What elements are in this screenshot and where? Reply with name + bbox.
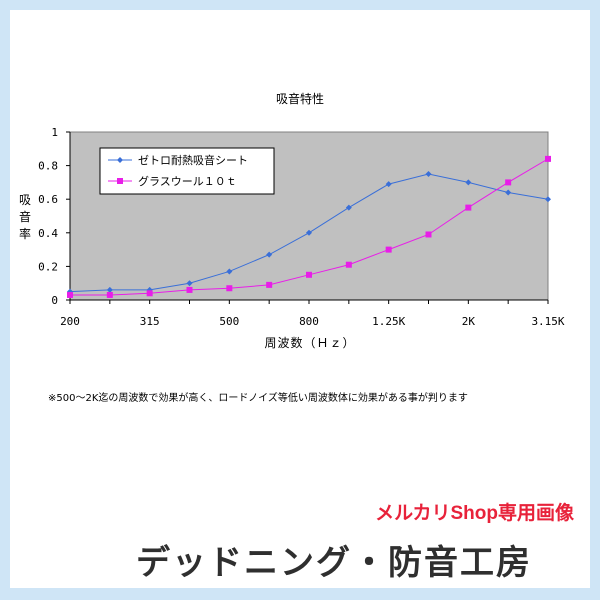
chart-title: 吸音特性	[275, 92, 324, 106]
series-1-point	[345, 204, 352, 211]
chart-note: ※500～2K迄の周波数で効果が高く、ロードノイズ等低い周波数体に効果がある事が…	[48, 393, 468, 404]
series-2-point	[385, 246, 392, 253]
series-2-point	[505, 179, 512, 186]
series-2-point	[545, 155, 551, 162]
y-axis-label-char: 吸	[18, 193, 31, 207]
series-2-point	[266, 281, 273, 288]
series-2-point	[425, 231, 432, 238]
brand-name: デッドニング・防音工房	[136, 543, 532, 583]
x-tick-label: 800	[299, 315, 319, 328]
legend-marker-1	[117, 157, 123, 163]
series-2-point	[67, 291, 73, 298]
series-1-point	[266, 251, 273, 258]
x-axis-label: 周波数（Ｈｚ）	[264, 336, 356, 350]
y-tick-label: 1	[51, 126, 58, 139]
series-1-point	[465, 179, 472, 186]
y-tick-label: 0.6	[38, 193, 58, 206]
x-tick-label: 500	[219, 315, 239, 328]
series-1-point	[425, 171, 432, 177]
y-tick-label: 0.8	[38, 160, 58, 173]
series-1-point	[545, 196, 551, 203]
y-tick-label: 0.2	[38, 260, 58, 273]
x-tick-label: 2K	[462, 315, 476, 328]
y-tick-label: 0.4	[38, 227, 58, 240]
series-1-point	[306, 229, 312, 236]
watermark-text: メルカリShop専用画像	[375, 503, 574, 524]
legend-label-1: ゼトロ耐熱吸音シート	[138, 153, 248, 167]
legend-marker-2	[117, 178, 123, 184]
x-tick-label: 3.15K	[531, 315, 564, 328]
y-axis-label-char: 率	[18, 227, 31, 241]
y-tick-label: 0	[51, 294, 58, 307]
y-axis-label-char: 音	[18, 210, 31, 224]
series-2-point	[226, 285, 233, 292]
series-2-point	[306, 271, 312, 278]
series-1-point	[505, 189, 512, 196]
legend-label-2: グラスウール１０ｔ	[138, 174, 237, 188]
legend-box	[99, 147, 275, 195]
series-2-point	[106, 291, 113, 298]
series-1-point	[106, 286, 113, 293]
series-2-point	[186, 286, 193, 293]
x-tick-label: 200	[60, 315, 80, 328]
series-1-point	[186, 280, 193, 287]
series-1-point	[226, 268, 233, 275]
x-tick-label: 1.25K	[372, 315, 405, 328]
series-1-point	[385, 181, 392, 188]
series-2-point	[146, 290, 153, 297]
series-2-point	[345, 261, 352, 268]
y-axis-label: 吸音率	[18, 192, 32, 243]
series-2-point	[465, 204, 472, 211]
x-tick-label: 315	[140, 315, 160, 328]
